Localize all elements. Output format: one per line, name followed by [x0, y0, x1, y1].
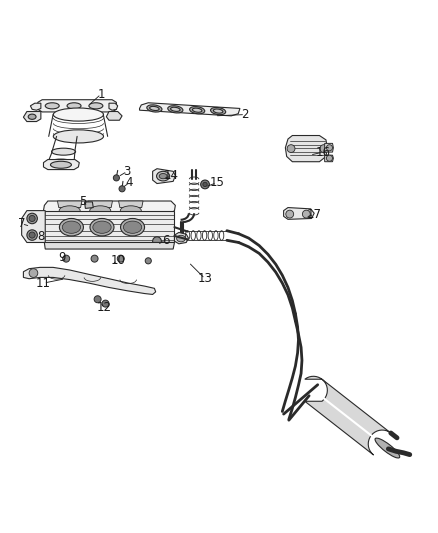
Polygon shape [174, 232, 188, 244]
Text: 12: 12 [97, 302, 112, 314]
Polygon shape [21, 211, 45, 243]
Polygon shape [109, 103, 118, 110]
Polygon shape [286, 135, 327, 161]
Polygon shape [325, 143, 333, 152]
Text: 5: 5 [79, 196, 86, 208]
Circle shape [29, 269, 38, 277]
Circle shape [287, 144, 295, 152]
Circle shape [117, 255, 124, 262]
Text: 14: 14 [163, 169, 178, 182]
Text: 9: 9 [58, 251, 66, 264]
Text: 6: 6 [162, 234, 170, 247]
Ellipse shape [50, 161, 71, 168]
Circle shape [113, 175, 120, 181]
Text: 15: 15 [209, 176, 224, 189]
Circle shape [326, 155, 332, 161]
Text: 4: 4 [126, 176, 133, 189]
Text: 7: 7 [18, 217, 25, 230]
Circle shape [152, 237, 161, 246]
Circle shape [29, 232, 35, 238]
Polygon shape [43, 201, 175, 214]
Circle shape [119, 185, 125, 192]
Ellipse shape [59, 206, 80, 215]
Circle shape [320, 144, 328, 152]
Ellipse shape [375, 438, 400, 458]
Ellipse shape [120, 219, 145, 236]
Ellipse shape [147, 105, 162, 112]
Polygon shape [30, 103, 41, 110]
Text: 2: 2 [241, 108, 249, 121]
Text: 17: 17 [307, 208, 321, 221]
Text: 11: 11 [36, 277, 51, 289]
Ellipse shape [211, 108, 226, 115]
Text: 13: 13 [198, 272, 212, 285]
Ellipse shape [47, 159, 74, 167]
Circle shape [27, 213, 37, 224]
Ellipse shape [62, 221, 81, 233]
Polygon shape [284, 207, 314, 220]
Ellipse shape [120, 206, 141, 215]
Circle shape [29, 215, 35, 222]
Ellipse shape [45, 103, 59, 109]
Polygon shape [119, 201, 143, 207]
Ellipse shape [90, 206, 111, 215]
Text: 10: 10 [110, 254, 125, 267]
Polygon shape [305, 376, 391, 455]
Circle shape [203, 182, 207, 187]
Polygon shape [106, 111, 122, 120]
Ellipse shape [168, 106, 183, 113]
Ellipse shape [156, 171, 170, 181]
Text: 16: 16 [315, 146, 330, 159]
Ellipse shape [67, 103, 81, 109]
Circle shape [63, 255, 70, 262]
Ellipse shape [213, 109, 223, 113]
Polygon shape [44, 243, 174, 249]
Ellipse shape [159, 174, 167, 179]
Circle shape [286, 210, 293, 218]
Ellipse shape [28, 114, 36, 119]
Polygon shape [38, 100, 117, 112]
Ellipse shape [177, 235, 185, 242]
Ellipse shape [150, 107, 159, 110]
Ellipse shape [124, 221, 142, 233]
Ellipse shape [90, 219, 114, 236]
Circle shape [91, 255, 98, 262]
Ellipse shape [53, 108, 103, 121]
Polygon shape [88, 201, 113, 207]
Ellipse shape [170, 107, 180, 111]
Circle shape [302, 210, 310, 218]
Circle shape [94, 296, 101, 303]
Polygon shape [57, 201, 82, 207]
Text: 8: 8 [37, 230, 45, 243]
Ellipse shape [60, 219, 83, 236]
Polygon shape [23, 268, 155, 294]
Polygon shape [85, 202, 93, 208]
Circle shape [102, 300, 109, 307]
Circle shape [326, 144, 332, 151]
Text: 3: 3 [124, 165, 131, 178]
Polygon shape [152, 169, 175, 183]
Polygon shape [43, 159, 79, 169]
Polygon shape [325, 155, 333, 161]
Ellipse shape [53, 130, 103, 143]
Ellipse shape [192, 108, 202, 112]
Text: 1: 1 [97, 87, 105, 101]
Polygon shape [23, 111, 41, 122]
Circle shape [145, 258, 151, 264]
Ellipse shape [93, 221, 111, 233]
Ellipse shape [89, 103, 103, 109]
Polygon shape [140, 103, 240, 116]
Polygon shape [44, 211, 174, 243]
Ellipse shape [190, 107, 205, 114]
Circle shape [201, 180, 209, 189]
Circle shape [27, 230, 37, 240]
Ellipse shape [52, 148, 76, 155]
